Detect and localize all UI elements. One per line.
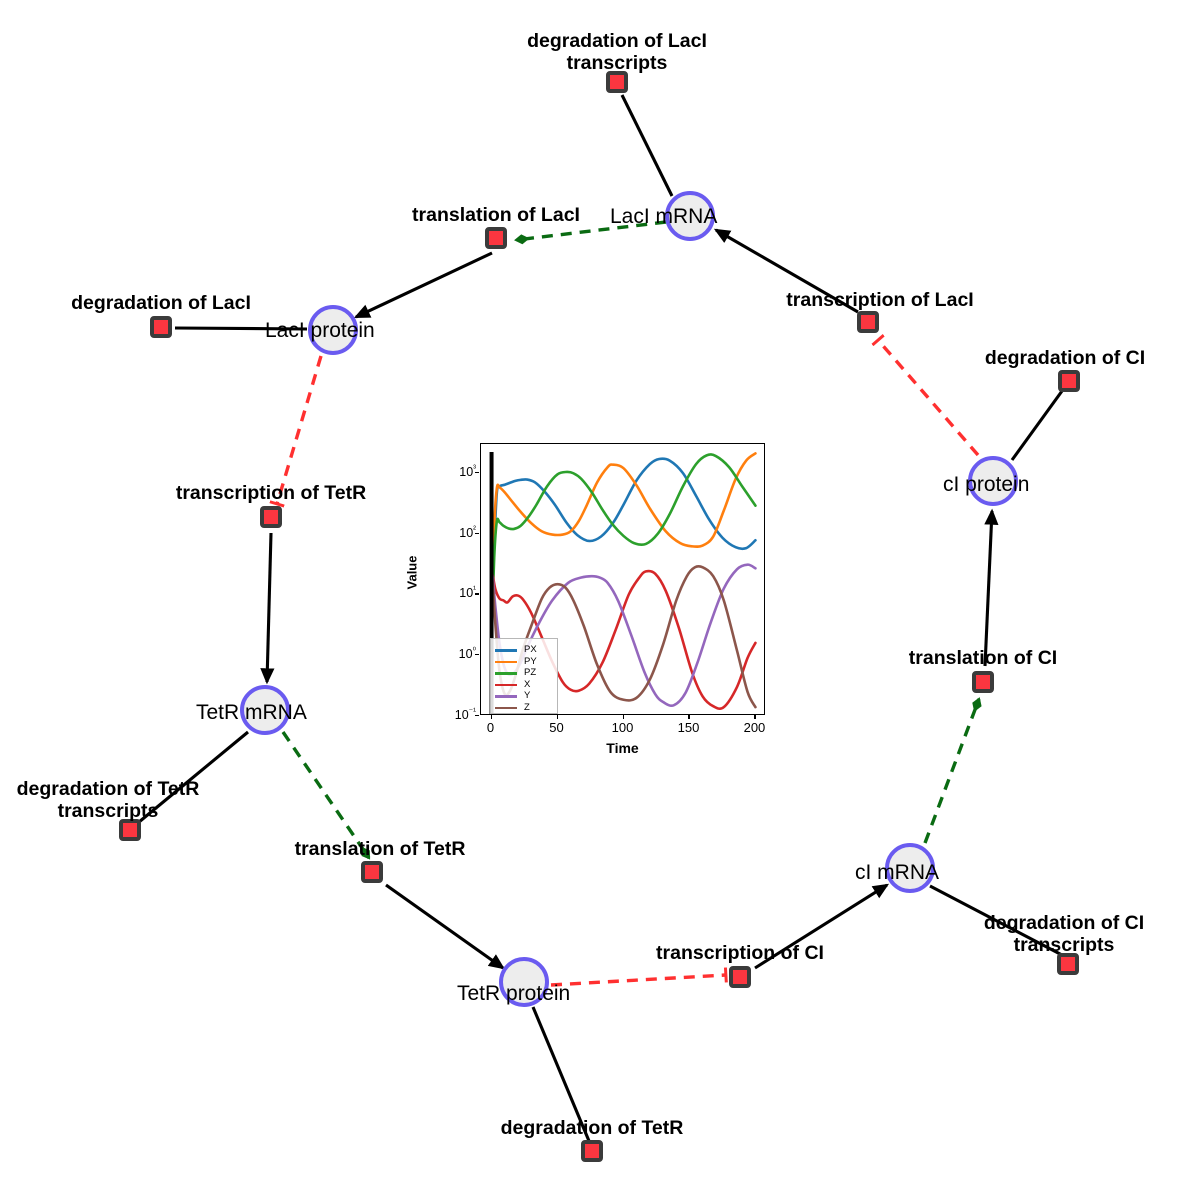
edge-tetr_mrna-to-translation_tetr (281, 731, 371, 860)
reaction-label-transcription_tetr: transcription of TetR (175, 482, 367, 504)
edge-tetr_mrna-to-deg_tetr_transcripts (138, 730, 249, 824)
chart-series-pz (490, 453, 757, 639)
species-label-tetr_protein: TetR protein (457, 982, 571, 1005)
edge-ci_mrna-to-deg_ci_transcripts (929, 884, 1063, 957)
chart-xtick-2: 100 (611, 720, 634, 735)
chart-xtickmark-2 (622, 715, 624, 719)
species-label-ci_protein: cI protein (943, 473, 1030, 496)
chart-legend-swatch-z (495, 706, 517, 710)
chart-series-px (490, 457, 757, 628)
edge-ci_protein-to-deg_ci (1010, 390, 1064, 461)
chart-legend-swatch-py (495, 660, 517, 664)
species-node-laci_protein[interactable] (308, 305, 358, 355)
reaction-label-deg_laci_transcripts: degradation of LacI transcripts (527, 30, 707, 74)
edge-transcription_tetr-to-tetr_mrna (260, 532, 275, 685)
chart-ytick-3: 10² (459, 523, 476, 540)
chart-legend-label-px: PX (524, 644, 537, 655)
chart-ytick-2: 10¹ (459, 584, 476, 601)
reaction-node-deg_laci_transcripts[interactable] (606, 71, 628, 93)
chart-legend-swatch-pz (495, 672, 517, 675)
reaction-node-deg_ci_transcripts[interactable] (1057, 953, 1079, 975)
chart-legend-label-y: Y (524, 690, 531, 701)
chart-xtick-0: 0 (486, 720, 495, 735)
species-label-laci_protein: LacI protein (265, 319, 375, 342)
chart-series-x (490, 569, 757, 710)
reaction-node-translation_ci[interactable] (972, 671, 994, 693)
reaction-label-translation_tetr: translation of TetR (294, 838, 466, 860)
reaction-node-deg_tetr_transcripts[interactable] (119, 819, 141, 841)
chart-series-py (490, 452, 757, 633)
reaction-label-deg_tetr: degradation of TetR (500, 1117, 684, 1139)
edge-transcription_ci-to-ci_mrna (754, 883, 890, 970)
edge-transcription_laci-to-laci_mrna (713, 228, 859, 314)
edge-laci_mrna-to-deg_laci_transcripts (620, 94, 674, 197)
reaction-label-translation_laci: translation of LacI (412, 204, 580, 226)
reaction-label-transcription_ci: transcription of CI (656, 942, 824, 964)
reaction-node-transcription_laci[interactable] (857, 311, 879, 333)
species-label-tetr_mrna: TetR mRNA (196, 701, 307, 724)
chart-ytickmark-3 (475, 532, 479, 534)
chart-ytick-1: 10⁰ (458, 645, 476, 662)
reaction-node-translation_laci[interactable] (485, 227, 507, 249)
chart-ytickmark-1 (475, 654, 479, 656)
edge-tetr_protein-to-deg_tetr (531, 1006, 591, 1142)
chart-ytick-4: 10³ (459, 462, 476, 480)
reaction-node-deg_tetr[interactable] (581, 1140, 603, 1162)
reaction-label-deg_laci: degradation of LacI (71, 292, 251, 314)
edge-tetr_protein-to-transcription_ci (550, 967, 728, 987)
reaction-node-deg_laci[interactable] (150, 316, 172, 338)
chart-plot-area: PX PY PZ X Y Z (480, 443, 765, 715)
chart-xtickmark-0 (490, 715, 492, 719)
chart-legend-label-py: PY (524, 655, 537, 667)
edge-translation_ci-to-ci_protein (983, 508, 999, 667)
edge-translation_laci-to-laci_protein (353, 251, 493, 319)
reaction-node-transcription_ci[interactable] (729, 966, 751, 988)
chart-xtick-4: 200 (743, 720, 766, 735)
species-label-ci_mrna: cI mRNA (855, 861, 939, 884)
chart-ytick-0: 10⁻¹ (454, 706, 476, 723)
edge-laci_mrna-to-translation_laci (514, 220, 667, 245)
chart-legend-swatch-px (495, 649, 517, 652)
chart-xtickmark-1 (556, 715, 558, 719)
chart-legend: PX PY PZ X Y Z (490, 638, 558, 714)
inset-timecourse-chart: Value 10⁻¹ 10⁰ 10¹ 10² 10³ 0 50 100 150 200 PX PY… (405, 437, 773, 756)
edge-laci_protein-to-transcription_tetr (269, 355, 323, 508)
chart-xtickmark-4 (754, 715, 756, 719)
edge-laci_protein-to-deg_laci (174, 326, 308, 331)
edge-ci_protein-to-transcription_laci (871, 334, 980, 457)
species-node-tetr_mrna[interactable] (240, 685, 290, 735)
chart-xtickmark-3 (688, 715, 690, 719)
chart-ytickmark-4 (475, 471, 479, 474)
species-node-tetr_protein[interactable] (499, 957, 549, 1007)
chart-legend-swatch-x (495, 683, 517, 687)
reaction-label-translation_ci: translation of CI (908, 647, 1058, 669)
reaction-node-translation_tetr[interactable] (361, 861, 383, 883)
chart-xtick-1: 50 (549, 720, 564, 735)
species-node-ci_mrna[interactable] (885, 843, 935, 893)
reaction-label-deg_tetr_transcripts: degradation of TetR transcripts (16, 778, 200, 822)
edge-ci_mrna-to-translation_ci (923, 697, 982, 844)
chart-xtick-3: 150 (677, 720, 700, 735)
chart-ytickmark-2 (475, 593, 479, 595)
chart-x-axis-label: Time (606, 740, 639, 756)
reaction-label-transcription_laci: transcription of LacI (786, 289, 974, 311)
chart-y-axis-label: Value (404, 555, 420, 590)
reaction-label-deg_ci_transcripts: degradation of CI transcripts (983, 912, 1145, 956)
chart-legend-label-x: X (524, 678, 531, 690)
chart-ytickmark-0 (475, 715, 479, 717)
reaction-node-transcription_tetr[interactable] (260, 506, 282, 528)
chart-legend-label-pz: PZ (524, 667, 537, 678)
reaction-label-deg_ci: degradation of CI (984, 347, 1146, 369)
edge-translation_tetr-to-tetr_protein (385, 883, 505, 970)
species-node-ci_protein[interactable] (968, 456, 1018, 506)
chart-legend-label-z: Z (524, 701, 530, 713)
chart-legend-swatch-y (495, 695, 517, 698)
species-node-laci_mrna[interactable] (665, 191, 715, 241)
species-label-laci_mrna: LacI mRNA (610, 205, 718, 228)
reaction-node-deg_ci[interactable] (1058, 370, 1080, 392)
